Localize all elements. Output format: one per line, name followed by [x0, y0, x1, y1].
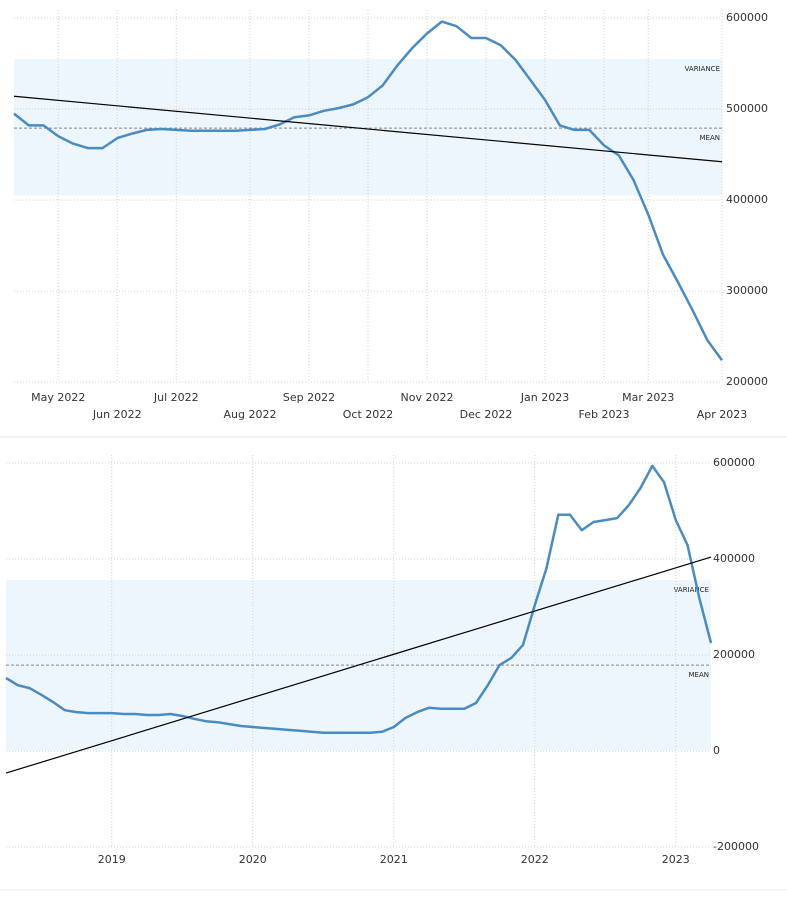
variance-label: VARIANCE [685, 65, 720, 73]
x-tick-label: 2023 [662, 853, 690, 866]
x-tick-label: Oct 2022 [343, 408, 394, 421]
x-tick-label: Aug 2022 [224, 408, 277, 421]
x-tick-label: Sep 2022 [283, 391, 335, 404]
x-tick-label: May 2022 [31, 391, 85, 404]
x-tick-label: 2020 [239, 853, 267, 866]
y-tick-label: 200000 [726, 375, 768, 388]
trend-line [13, 95, 723, 163]
y-tick-label: 600000 [726, 11, 768, 24]
data-line [5, 464, 713, 735]
y-tick-label: 200000 [713, 648, 755, 661]
mean-label: MEAN [700, 134, 721, 142]
x-tick-label: Apr 2023 [697, 408, 748, 421]
y-tick-label: 400000 [713, 552, 755, 565]
mean-label: MEAN [689, 671, 710, 679]
x-tick-label: 2019 [98, 853, 126, 866]
x-tick-label: Nov 2022 [401, 391, 454, 404]
y-tick-label: 400000 [726, 193, 768, 206]
x-tick-label: Jul 2022 [153, 391, 199, 404]
data-line [13, 20, 724, 361]
x-tick-label: Mar 2023 [622, 391, 674, 404]
trend-line [5, 556, 712, 774]
x-tick-label: Jun 2022 [92, 408, 142, 421]
x-tick-label: Dec 2022 [460, 408, 513, 421]
x-tick-label: 2021 [380, 853, 408, 866]
x-tick-label: Feb 2023 [579, 408, 630, 421]
y-tick-label: 600000 [713, 456, 755, 469]
y-tick-label: 500000 [726, 102, 768, 115]
y-tick-label: 0 [713, 744, 720, 757]
y-tick-label: -200000 [713, 840, 759, 853]
x-tick-label: 2022 [521, 853, 549, 866]
y-tick-label: 300000 [726, 284, 768, 297]
x-tick-label: Jan 2023 [520, 391, 569, 404]
variance-label: VARIANCE [674, 586, 709, 594]
